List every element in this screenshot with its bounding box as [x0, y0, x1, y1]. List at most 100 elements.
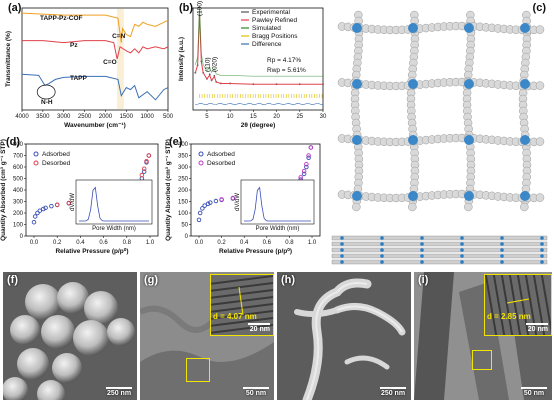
isotherm-point-0: [32, 214, 38, 219]
annotation-2: N-H: [41, 99, 53, 106]
atom: [535, 137, 545, 146]
isotherm-point-1: [219, 197, 224, 202]
panel-a-plot: 4000 3500 3000 2500 2000 1500 1000 500 Wavenumbe…: [5, 7, 174, 129]
panel-d-label: (d): [6, 136, 21, 148]
x-tick-label: 3500: [36, 114, 50, 120]
x-tick-label: 2500: [78, 114, 92, 120]
x-tick-label: 10: [227, 114, 234, 120]
series-line-1: [22, 40, 169, 60]
layer-node: [460, 254, 464, 258]
isotherm-point-0: [213, 198, 219, 204]
y-tick-label: 0: [20, 234, 24, 240]
panel-e: 0.0 0.2 0.4 0.6 0.8 1.0 0 50 100 150 200 250 300 350 4…: [165, 136, 327, 266]
metal-node: [352, 79, 362, 89]
panel-d: 0.0 0.2 0.4 0.6 0.8 1.0 0 100 200 300 400 500 600 700…: [0, 136, 165, 266]
d-spacing-g: d = 4.07 nm: [213, 312, 257, 321]
y-axis-label: Quantity Absorbed (cm³ g⁻¹ STP): [0, 139, 7, 241]
atom: [535, 81, 545, 90]
metal-node: [352, 135, 362, 145]
x-tick-label: 2000: [99, 114, 113, 120]
pore-distribution-line: [78, 186, 149, 222]
sem-image-f: (f) 250 nm: [3, 272, 137, 400]
rwp-value: Rwp = 5.61%: [267, 67, 306, 74]
sem-image-h: (h) 250 nm: [277, 272, 411, 400]
isotherm-point-0: [304, 164, 309, 170]
series-line-2: [21, 73, 169, 101]
x-tick-label: 1.0: [146, 240, 155, 246]
isotherm-point-0: [41, 206, 46, 212]
x-tick-label: 0.8: [285, 240, 294, 246]
x-tick-label: 500: [163, 114, 174, 120]
scale-bar-g: 50 nm: [243, 387, 269, 397]
layer-node: [540, 254, 544, 258]
metal-node: [408, 135, 418, 145]
isotherm-point-0: [197, 210, 203, 216]
legend-marker-1: [198, 160, 204, 166]
scale-bar-f: 250 nm: [106, 387, 132, 397]
legend-label-2: Simulated: [252, 25, 281, 32]
x-tick-label: 25: [296, 114, 303, 120]
x-tick-label: 0.4: [240, 240, 249, 246]
metal-node: [408, 23, 418, 33]
legend-label-1: Pawley Refined: [252, 17, 298, 24]
x-tick-label: 0.2: [217, 240, 226, 246]
pore-inset-frame: [240, 179, 315, 225]
isotherm-point-1: [146, 153, 152, 158]
isotherm-point-1: [66, 200, 72, 206]
layer-node: [540, 248, 544, 252]
panel-g-label: (g): [144, 274, 159, 286]
layer-node: [420, 260, 424, 264]
x-axis-label: Relative Pressure (p/p⁰): [55, 247, 128, 255]
d-spacing-i: d = 2.85 nm: [487, 312, 531, 321]
stacked-layer: [331, 247, 548, 253]
pore-distribution-line: [243, 186, 311, 222]
layer-node: [460, 248, 464, 252]
y-tick-label: 500: [13, 177, 24, 183]
panel-a-label: (a): [8, 2, 22, 14]
isotherm-point-1: [304, 161, 309, 167]
legend-label-0: Adsorbed: [207, 151, 235, 158]
series-name-2: TAPP: [70, 75, 88, 82]
layer-node: [380, 236, 384, 240]
layer-node: [500, 248, 504, 252]
panel-d-plot: 0.0 0.2 0.4 0.6 0.8 1.0 0 100 200 300 400 500 600 700…: [0, 139, 159, 255]
isotherm-point-1: [230, 195, 236, 201]
isotherm-point-1: [54, 202, 60, 207]
isotherm-point-0: [49, 203, 54, 209]
metal-node: [408, 191, 418, 201]
isotherm-point-1: [298, 175, 303, 180]
legend-marker-0: [33, 151, 39, 157]
layer-node: [380, 242, 384, 246]
metal-node: [520, 23, 530, 33]
lattice-fringes-i: [485, 275, 551, 335]
layer-node: [380, 260, 384, 264]
legend-label-0: Experimental: [252, 9, 290, 16]
rp-value: Rp = 4.17%: [267, 57, 301, 64]
x-tick-label: 1000: [140, 114, 154, 120]
layer-node: [340, 242, 344, 246]
series-line-0: [21, 12, 169, 43]
nh-highlight-circle: [36, 84, 56, 100]
legend-marker-0: [198, 151, 204, 157]
structure-model: [331, 10, 548, 265]
panel-a: 4000 3500 3000 2500 2000 1500 1000 500 Wavenumbe…: [0, 0, 175, 135]
y-tick-label: 50: [181, 223, 188, 229]
atom: [535, 193, 545, 202]
isotherm-point-0: [200, 206, 205, 211]
atom: [464, 202, 473, 212]
panel-c-label: (c): [532, 2, 546, 14]
layer-node: [500, 254, 504, 258]
framework-grid: [337, 10, 545, 212]
isotherm-point-0: [37, 208, 43, 213]
y-tick-label: 100: [178, 211, 189, 217]
y-axis-label: Transmittance (%): [5, 31, 12, 87]
x-tick-label: 5: [205, 114, 209, 120]
panel-b-plot: 5 10 15 20 25 30 2θ (degree) Intensity (a.u.) Ex…: [178, 1, 327, 129]
layer-node: [380, 254, 384, 258]
difference-line: [195, 103, 324, 105]
legend-label-1: Desorbed: [42, 160, 71, 167]
layer-node: [340, 248, 344, 252]
x-tick-label: 3000: [57, 114, 71, 120]
atom: [352, 202, 361, 212]
sem-fibers-h: [277, 272, 411, 400]
